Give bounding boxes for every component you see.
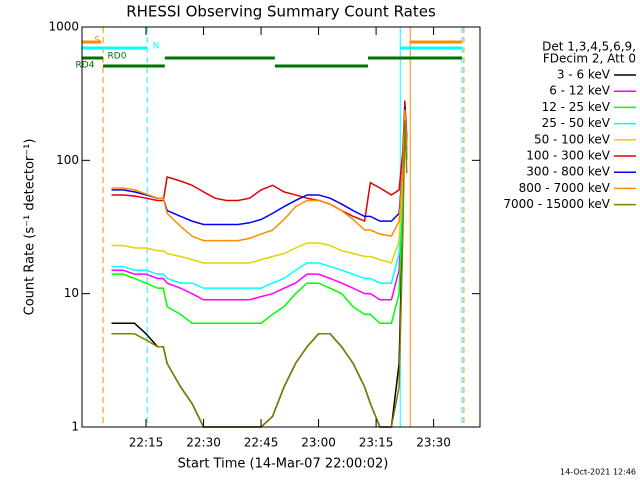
flag-label: S [94,36,100,46]
chart-title: RHESSI Observing Summary Count Rates [126,3,436,21]
x-tick-label: 22:15 [129,436,164,450]
x-tick-label: 22:30 [186,436,221,450]
series-line [111,112,408,289]
y-tick-label: 10 [64,286,79,300]
x-tick-label: 23:30 [416,436,451,450]
legend-label: 300 - 800 keV [526,165,610,179]
legend-label: 800 - 7000 keV [519,181,611,195]
legend-label: 50 - 100 keV [534,132,611,146]
flag-label: N [153,42,160,52]
legend-label: 6 - 12 keV [549,84,611,98]
y-axis-label: Count Rate (s⁻¹ detector⁻¹) [23,139,38,316]
timestamp: 14-Oct-2021 12:46 [560,468,636,477]
legend-label: 25 - 50 keV [542,116,611,130]
y-tick-label: 1 [71,420,79,434]
x-tick-label: 23:00 [301,436,336,450]
series-line [111,120,408,324]
series-line [111,104,408,264]
y-tick-label: 100 [56,153,79,167]
flag-label: RD4 [76,61,95,71]
y-tick-label: 1000 [48,20,79,34]
series-line [111,109,408,242]
x-axis-label: Start Time (14-Mar-07 22:00:02) [178,457,389,472]
legend-label: 3 - 6 keV [557,68,611,82]
legend-label: 100 - 300 keV [526,149,610,163]
legend-label: 7000 - 15000 keV [503,197,610,211]
legend-header: FDecim 2, Att 0 [543,52,636,66]
legend-header: Det 1,3,4,5,6,9, [542,40,636,54]
plot-frame [81,26,481,428]
flag-label: RD0 [108,52,127,62]
x-tick-label: 22:45 [244,436,279,450]
x-tick-label: 23:15 [359,436,394,450]
legend-label: 12 - 25 keV [542,100,611,114]
series-line [111,114,408,301]
